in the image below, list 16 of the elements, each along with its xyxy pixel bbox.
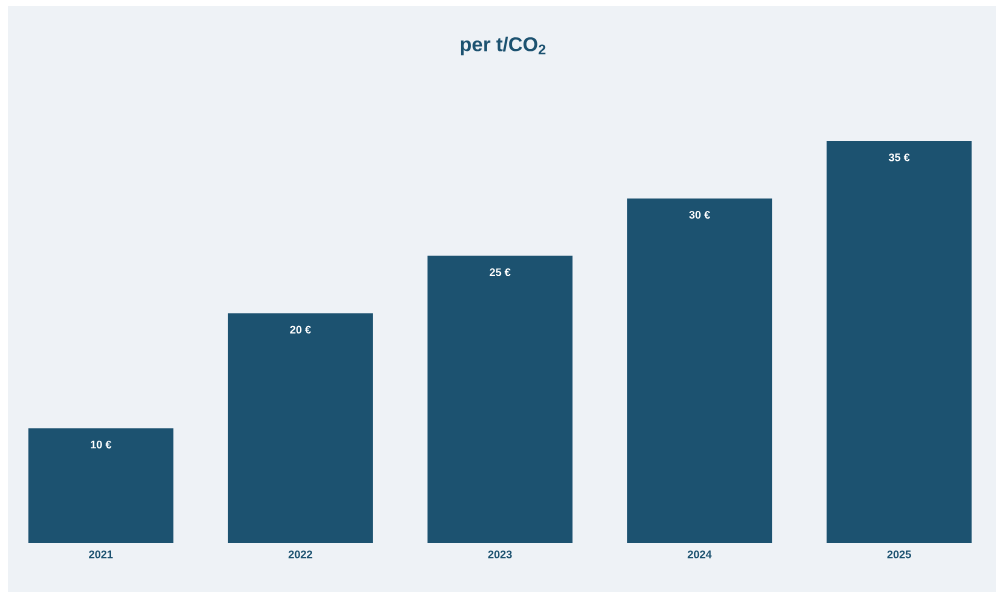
data-label: 30 € bbox=[689, 210, 711, 219]
x-tick-label: 2021 bbox=[89, 550, 113, 559]
x-tick-label: 2025 bbox=[887, 550, 912, 559]
bar bbox=[28, 428, 174, 543]
bar bbox=[427, 255, 573, 543]
data-label: 35 € bbox=[888, 153, 910, 162]
bar bbox=[826, 140, 972, 543]
x-tick-label: 2023 bbox=[488, 550, 512, 559]
data-label: 10 € bbox=[90, 440, 112, 449]
x-tick-label: 2024 bbox=[687, 550, 712, 559]
data-label: 25 € bbox=[489, 268, 511, 277]
chart-title: per t/CO$_{2}$ bbox=[460, 36, 546, 56]
x-tick-label: 2022 bbox=[288, 550, 313, 559]
bar bbox=[627, 198, 773, 543]
data-label: 20 € bbox=[290, 325, 311, 334]
bar bbox=[227, 313, 373, 543]
